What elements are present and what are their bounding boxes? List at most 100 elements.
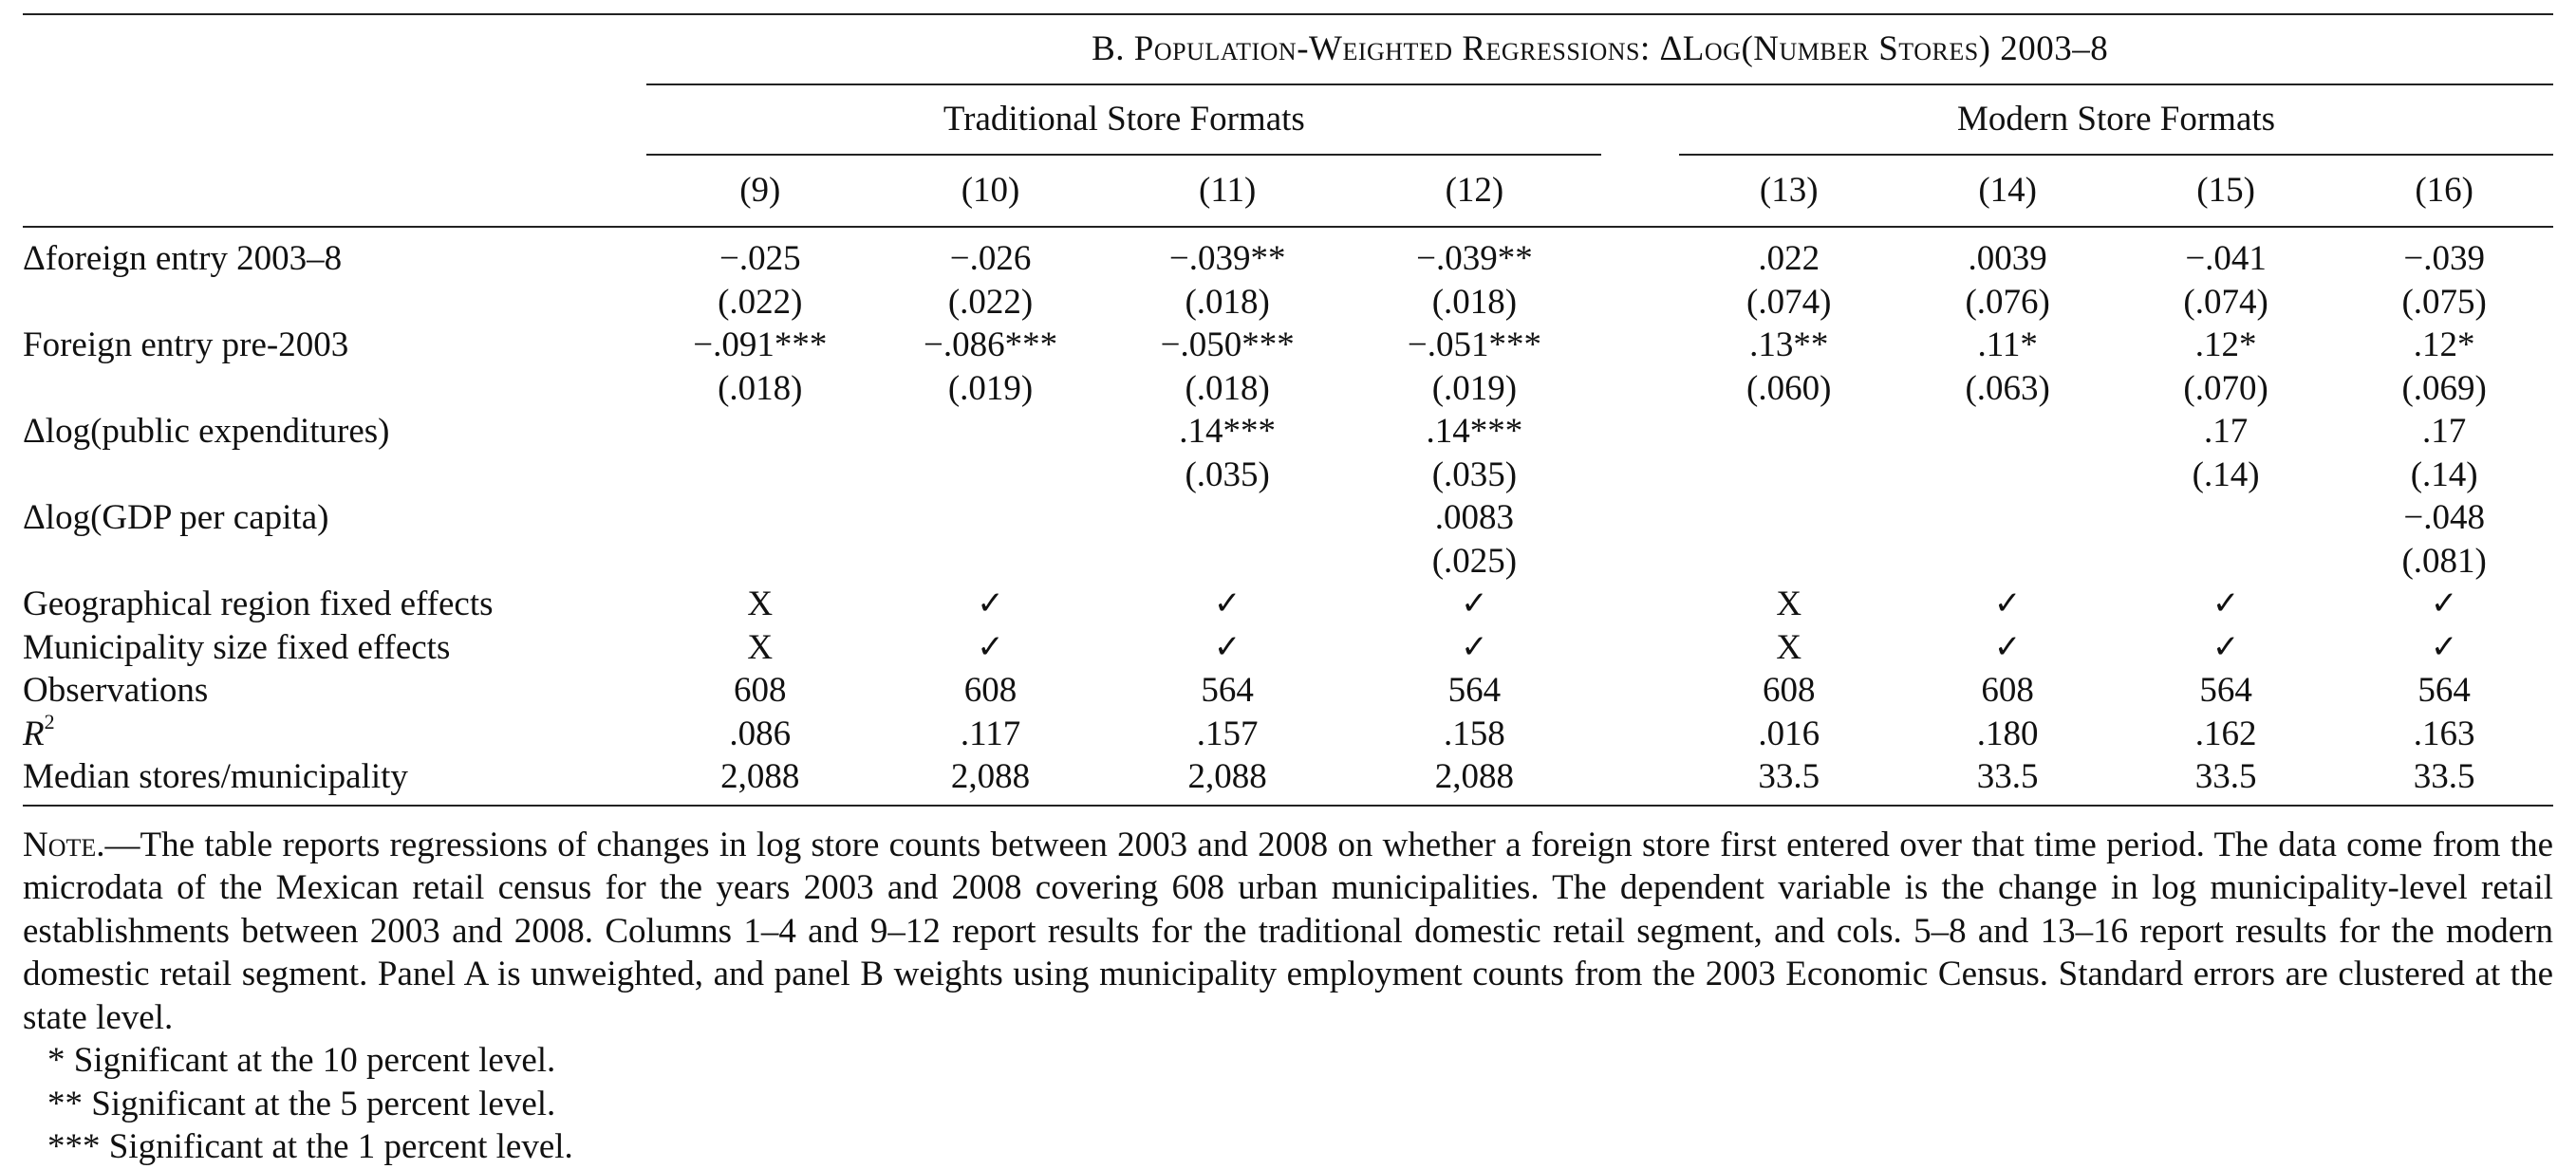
x-mark: X [747, 627, 774, 667]
table-row: Foreign entry pre-2003 −.091*** −.086*** −.… [23, 324, 2553, 367]
row-label-main: R [23, 714, 45, 753]
column-header: (11) [1107, 155, 1348, 228]
row-label: Municipality size fixed effects [23, 627, 451, 667]
table-cell: (.025) [1431, 541, 1518, 581]
table-cell: .17 [2204, 412, 2249, 451]
table-cell: 564 [2417, 671, 2471, 710]
note-paragraph: Note.—The table reports regressions of c… [23, 824, 2553, 1040]
table-cell: (.018) [1185, 282, 1270, 322]
table-cell: 608 [1981, 671, 2034, 710]
checkmark-icon: ✓ [2430, 627, 2458, 666]
table-row: Δlog(GDP per capita) .0083 −.048 [23, 496, 2553, 540]
table-cell [646, 410, 873, 454]
table-cell: 608 [734, 671, 787, 710]
table-cell: −.026 [949, 239, 1032, 278]
checkmark-icon: ✓ [1461, 627, 1488, 666]
table-notes: Note.—The table reports regressions of c… [23, 824, 2553, 1169]
column-header: (14) [1898, 155, 2117, 228]
table-cell: (.14) [2192, 455, 2260, 494]
table-cell: 564 [2199, 671, 2252, 710]
table-cell [1898, 540, 2117, 584]
table-row: Δforeign entry 2003–8 −.025 −.026 −.039** −.… [23, 227, 2553, 281]
table-cell [1108, 540, 1348, 584]
table-cell: .0083 [1434, 498, 1515, 537]
column-header: (10) [873, 155, 1108, 228]
column-header: (13) [1679, 155, 1899, 228]
table-cell: 2,088 [720, 757, 800, 796]
x-mark: X [747, 584, 774, 623]
table-cell [1108, 496, 1348, 540]
x-mark: X [1776, 584, 1802, 623]
row-label: Δlog(GDP per capita) [23, 498, 329, 537]
table-cell: (.018) [1185, 368, 1270, 408]
table-cell: 33.5 [1976, 757, 2039, 796]
table-cell [1898, 454, 2117, 497]
table-cell [646, 454, 873, 497]
table-cell: (.060) [1746, 368, 1832, 408]
table-cell: −.025 [719, 239, 801, 278]
row-label [23, 281, 646, 325]
significance-note: * Significant at the 10 percent level. [47, 1041, 556, 1080]
table-cell: .14*** [1426, 412, 1523, 451]
column-header: (12) [1347, 155, 1602, 228]
data-rows: Δforeign entry 2003–8 −.025 −.026 −.039** −.… [23, 227, 2553, 806]
table-cell: .163 [2413, 714, 2475, 753]
table-cell: −.051*** [1407, 325, 1541, 364]
table-row: Geographical region fixed effects X ✓ ✓ ✓ X ✓ ✓… [23, 583, 2553, 626]
row-label: Median stores/municipality [23, 757, 408, 796]
significance-note: ** Significant at the 5 percent level. [47, 1084, 556, 1123]
table-cell: .12* [2413, 325, 2475, 364]
table-cell: .14*** [1179, 412, 1277, 451]
table-cell: (.070) [2183, 368, 2268, 408]
table-cell [2117, 496, 2335, 540]
table-cell: .0039 [1968, 239, 2047, 278]
row-label-superscript: 2 [44, 709, 55, 733]
table-cell: −.050*** [1160, 325, 1295, 364]
table-row: (.022) (.022) (.018) (.018) (.074) (.076) (.07… [23, 281, 2553, 325]
row-label: Δforeign entry 2003–8 [23, 239, 343, 278]
table-cell: 2,088 [950, 757, 1031, 796]
x-mark: X [1776, 627, 1802, 667]
table-cell: (.081) [2401, 541, 2487, 581]
note-lead: Note. [23, 825, 105, 864]
table-cell [1898, 496, 2117, 540]
table-cell: (.019) [1431, 368, 1518, 408]
table-cell: (.022) [718, 282, 803, 322]
table-cell: .086 [729, 714, 792, 753]
table-cell: −.039 [2403, 239, 2485, 278]
table-cell: (.076) [1965, 282, 2050, 322]
table-cell: 33.5 [1758, 757, 1820, 796]
table-cell [1679, 410, 1898, 454]
table-row: R2 .086 .117 .157 .158 .016 .180 .162 .163 [23, 709, 2553, 756]
column-header: (15) [2116, 155, 2336, 228]
group-traditional: Traditional Store Formats [646, 84, 1602, 156]
table-row: Δlog(public expenditures) .14*** .14*** .17… [23, 410, 2553, 454]
table-row: (.018) (.019) (.018) (.019) (.060) (.063) (.07… [23, 367, 2553, 411]
table-row: Median stores/municipality 2,088 2,088 2,08… [23, 755, 2553, 806]
table-row: (.025) (.081) [23, 540, 2553, 584]
table-cell: .157 [1196, 714, 1259, 753]
group-modern: Modern Store Formats [1679, 84, 2553, 156]
checkmark-icon: ✓ [2430, 584, 2458, 622]
table-cell [873, 496, 1108, 540]
checkmark-icon: ✓ [1461, 584, 1488, 622]
table-cell [1898, 410, 2117, 454]
table-cell: 564 [1201, 671, 1254, 710]
checkmark-icon: ✓ [977, 627, 1004, 666]
table-cell: (.035) [1185, 455, 1270, 494]
row-label: Observations [23, 671, 209, 710]
column-header: (9) [646, 155, 874, 228]
table-cell: −.041 [2185, 239, 2267, 278]
table-cell: .158 [1444, 714, 1505, 753]
checkmark-icon: ✓ [1213, 627, 1241, 666]
row-label [23, 454, 646, 497]
table-cell: .17 [2422, 412, 2467, 451]
checkmark-icon: ✓ [1213, 584, 1241, 622]
column-number-row: (9) (10) (11) (12) (13) (14) (15) (16) [23, 155, 2553, 228]
table-cell: 33.5 [2413, 757, 2475, 796]
panel-title: B. Population-Weighted Regressions: ΔLog… [646, 14, 2553, 85]
checkmark-icon: ✓ [1993, 584, 2022, 622]
group-header-row: Traditional Store Formats Modern Store F… [23, 84, 2553, 156]
table-cell: (.075) [2401, 282, 2487, 322]
